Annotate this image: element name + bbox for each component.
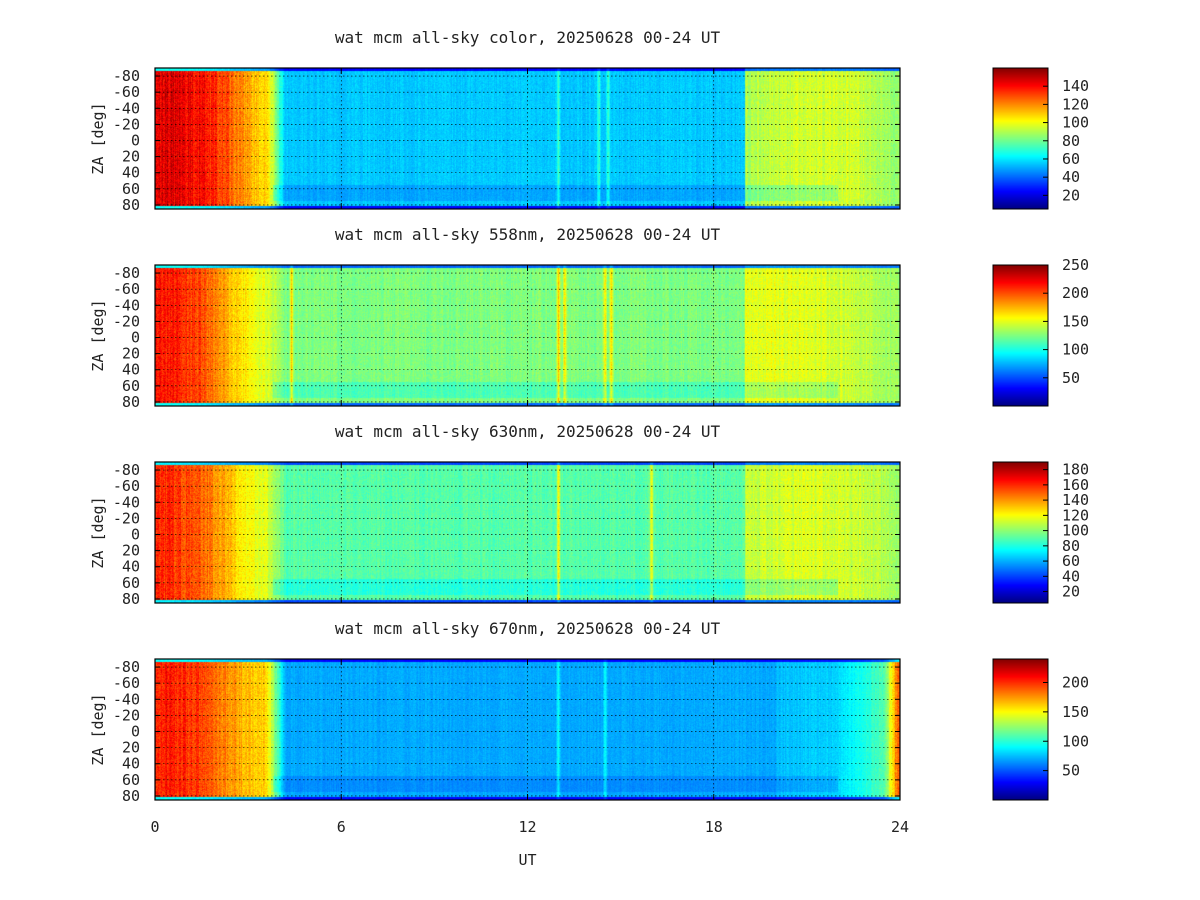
y-tick-label: 20	[122, 148, 140, 166]
colorbar-tick-label: 60	[1062, 552, 1080, 570]
colorbar-tick-label: 200	[1062, 284, 1089, 302]
y-tick-label: 0	[131, 329, 140, 347]
y-tick-label: 80	[122, 787, 140, 805]
colorbar-tick-label: 250	[1062, 256, 1089, 274]
colorbar-tick-label: 60	[1062, 150, 1080, 168]
x-axis-label: UT	[518, 851, 536, 869]
y-tick-label: 20	[122, 542, 140, 560]
colorbar-tick-label: 20	[1062, 186, 1080, 204]
colorbar-tick-label: 120	[1062, 95, 1089, 113]
y-tick-label: 60	[122, 771, 140, 789]
y-tick-label: 0	[131, 526, 140, 544]
panel-title: wat mcm all-sky color, 20250628 00-24 UT	[335, 28, 721, 47]
colorbar-tick-label: 100	[1062, 732, 1089, 750]
colorbar-tick-label: 200	[1062, 674, 1089, 692]
y-tick-label: 80	[122, 393, 140, 411]
colorbar-tick-label: 120	[1062, 506, 1089, 524]
y-tick-label: 40	[122, 361, 140, 379]
y-tick-label: 40	[122, 755, 140, 773]
colorbar-tick-label: 40	[1062, 168, 1080, 186]
colorbar-tick-label: 80	[1062, 132, 1080, 150]
panel-title: wat mcm all-sky 630nm, 20250628 00-24 UT	[335, 422, 721, 441]
y-axis-label: ZA [deg]	[89, 102, 107, 174]
y-tick-label: -60	[113, 83, 140, 101]
colorbar-tick-label: 180	[1062, 461, 1089, 479]
y-tick-label: -60	[113, 674, 140, 692]
y-tick-label: 20	[122, 345, 140, 363]
colorbar-tick-label: 150	[1062, 703, 1089, 721]
y-axis-label: ZA [deg]	[89, 693, 107, 765]
x-tick-label: 24	[891, 818, 909, 836]
y-tick-label: -80	[113, 264, 140, 282]
colorbar-tick-label: 150	[1062, 312, 1089, 330]
colorbar-tick-label: 140	[1062, 77, 1089, 95]
colorbar-tick-label: 20	[1062, 583, 1080, 601]
colorbar-frame	[992, 461, 1049, 604]
colorbar-tick-label: 160	[1062, 476, 1089, 494]
colorbar-frame	[992, 658, 1049, 801]
colorbar-frame	[992, 67, 1049, 210]
y-tick-label: -80	[113, 461, 140, 479]
panel-title: wat mcm all-sky 670nm, 20250628 00-24 UT	[335, 619, 721, 638]
y-tick-label: 40	[122, 164, 140, 182]
y-tick-label: 80	[122, 590, 140, 608]
y-tick-label: -40	[113, 690, 140, 708]
colorbar-frame	[992, 264, 1049, 407]
y-axis-label: ZA [deg]	[89, 299, 107, 371]
y-tick-label: 0	[131, 132, 140, 150]
colorbar-tick-label: 50	[1062, 369, 1080, 387]
colorbar-tick-label: 80	[1062, 537, 1080, 555]
y-tick-label: -40	[113, 99, 140, 117]
y-tick-label: -80	[113, 658, 140, 676]
colorbar-tick-label: 100	[1062, 522, 1089, 540]
y-tick-label: -80	[113, 67, 140, 85]
colorbar-tick-label: 140	[1062, 491, 1089, 509]
y-tick-label: -40	[113, 493, 140, 511]
x-tick-label: 6	[337, 818, 346, 836]
y-tick-label: -20	[113, 706, 140, 724]
colorbar-tick-label: 100	[1062, 341, 1089, 359]
x-tick-label: 18	[705, 818, 723, 836]
x-tick-label: 12	[518, 818, 536, 836]
y-tick-label: 20	[122, 739, 140, 757]
y-axis-label: ZA [deg]	[89, 496, 107, 568]
y-tick-label: 40	[122, 558, 140, 576]
y-tick-label: 60	[122, 180, 140, 198]
y-tick-label: -20	[113, 509, 140, 527]
y-tick-label: -20	[113, 115, 140, 133]
colorbar-tick-label: 40	[1062, 567, 1080, 585]
colorbar-tick-label: 100	[1062, 114, 1089, 132]
y-tick-label: -40	[113, 296, 140, 314]
panel-title: wat mcm all-sky 558nm, 20250628 00-24 UT	[335, 225, 721, 244]
y-tick-label: 0	[131, 723, 140, 741]
y-tick-label: 60	[122, 377, 140, 395]
y-tick-label: 80	[122, 196, 140, 214]
colorbar-tick-label: 50	[1062, 762, 1080, 780]
y-tick-label: -60	[113, 477, 140, 495]
y-tick-label: -60	[113, 280, 140, 298]
y-tick-label: -20	[113, 312, 140, 330]
x-tick-label: 0	[150, 818, 159, 836]
y-tick-label: 60	[122, 574, 140, 592]
